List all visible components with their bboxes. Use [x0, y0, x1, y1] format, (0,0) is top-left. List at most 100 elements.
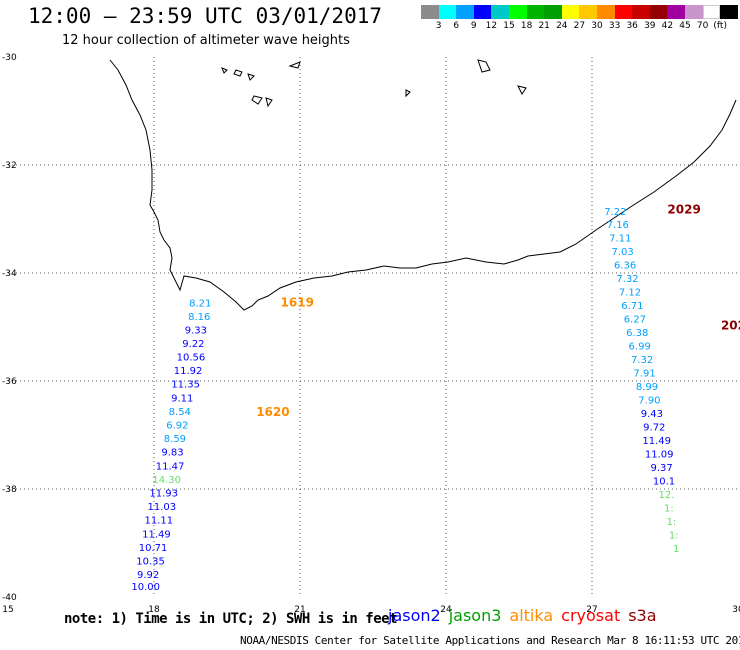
swh-value-label: 7.12	[619, 288, 641, 299]
satellite-legend-item: jason3	[448, 606, 502, 625]
scale-label: 9	[470, 21, 477, 31]
scale-label: 36	[626, 21, 638, 31]
scale-label: 6	[453, 21, 460, 31]
pass-time-label: 1620	[256, 405, 289, 419]
scale-swatch	[473, 5, 492, 19]
swh-value-label: 8.99	[636, 382, 658, 393]
satellite-legend-item: altika	[509, 606, 554, 625]
chart-subtitle: 12 hour collection of altimeter wave hei…	[62, 33, 350, 48]
footnote: note: 1) Time is in UTC; 2) SWH is in fe…	[64, 611, 398, 627]
scale-label: 3	[435, 21, 442, 31]
swh-value-label: 8.21	[189, 298, 211, 309]
scale-label: 21	[538, 21, 550, 31]
scale-swatch	[544, 5, 562, 19]
swh-value-label: 7.16	[607, 220, 629, 231]
swh-value-label: 1:	[664, 504, 674, 515]
swh-value-label: 6.99	[629, 342, 651, 353]
scale-swatch	[579, 5, 597, 19]
swh-value-label: 9.43	[641, 409, 663, 420]
x-tick-label: 15	[2, 605, 13, 615]
scale-swatch	[491, 5, 509, 19]
swh-value-label: 7.11	[609, 234, 631, 245]
swh-value-label: 8.16	[188, 312, 210, 323]
satellite-legend-item: s3a	[628, 606, 657, 625]
scale-swatch	[667, 5, 685, 19]
scale-swatch	[614, 5, 633, 19]
swh-value-label: 6.36	[614, 261, 636, 272]
scale-swatch	[561, 5, 580, 19]
swh-value-label: 9.33	[185, 325, 207, 336]
x-tick-label: 18	[148, 605, 160, 615]
coastline	[109, 59, 737, 311]
satellite-legend: jason2 jason3 altika cryosat s3a	[388, 606, 665, 625]
x-tick-label: 30	[732, 605, 740, 615]
satellite-legend-item: cryosat	[561, 606, 621, 625]
swh-value-label: 10.1	[653, 477, 675, 488]
scale-label: 27	[573, 21, 586, 31]
credit-line: NOAA/NESDIS Center for Satellite Applica…	[240, 634, 740, 647]
swh-value-label: 11.49	[642, 436, 671, 447]
swh-value-label: 11.93	[149, 489, 178, 500]
swh-value-label: 7.90	[638, 396, 660, 407]
scale-swatch	[421, 5, 439, 19]
scale-label: 15	[503, 21, 515, 31]
color-scale-bar	[421, 5, 738, 19]
scale-label: 42	[661, 21, 674, 31]
swh-value-label: 7.91	[633, 369, 655, 380]
swh-value-label: 9.11	[171, 394, 193, 405]
x-tick-label: 27	[586, 605, 597, 615]
y-tick-label: -30	[2, 53, 17, 63]
scale-label: 24	[556, 21, 568, 31]
scale-swatch	[456, 5, 474, 19]
scale-swatch	[720, 5, 738, 19]
scale-swatch	[526, 5, 545, 19]
island-5	[265, 97, 273, 108]
color-scale-labels: 3 6 9 12 15 18 21 24 27 30 33 36 39 42 45 70 (ft)	[421, 21, 740, 33]
swh-value-label: 9.22	[182, 339, 204, 350]
swh-value-label: 6.38	[626, 328, 648, 339]
scale-swatch	[438, 5, 457, 19]
scale-label: 12	[485, 21, 498, 31]
swh-value-label: 11.92	[174, 366, 203, 377]
chart-title: 12:00 – 23:59 UTC 03/01/2017	[28, 4, 383, 28]
scale-label: (ft)	[713, 21, 727, 31]
y-tick-label: -36	[2, 377, 17, 387]
south-africa-coastline	[109, 59, 737, 311]
island-4	[251, 95, 263, 105]
swh-value-label: 10.00	[131, 582, 160, 593]
swh-value-label: 11.47	[156, 462, 185, 473]
swh-value-label: 10.71	[139, 543, 168, 554]
island-3	[247, 73, 255, 81]
island-7	[405, 89, 411, 98]
scale-label: 18	[520, 21, 533, 31]
scale-swatch	[649, 5, 668, 19]
swh-value-label: 10.56	[177, 352, 206, 363]
grid-lines	[8, 57, 738, 597]
scale-label: 70	[696, 21, 709, 31]
pass-time-label: 2029	[667, 203, 700, 217]
scale-label: 33	[608, 21, 621, 31]
scale-swatch	[702, 5, 721, 19]
swh-value-label: 11.35	[171, 379, 200, 390]
swh-value-label: 9.37	[650, 463, 672, 474]
swh-value-label: 7.03	[612, 247, 634, 258]
scale-swatch	[684, 5, 703, 19]
swh-value-label: 11.03	[147, 502, 176, 513]
x-tick-label: 24	[440, 605, 452, 615]
swh-value-label: 8.59	[164, 434, 186, 445]
swh-value-label: 9.72	[643, 423, 665, 434]
pass-time-label: 202	[721, 319, 740, 333]
scale-label: 45	[679, 21, 691, 31]
island-2	[233, 69, 243, 77]
island-1	[221, 67, 228, 74]
swh-value-label: 9.92	[137, 570, 159, 581]
swh-value-label: 6.71	[621, 301, 643, 312]
swh-value-label: 11.11	[145, 516, 174, 527]
scale-label: 30	[591, 21, 603, 31]
swh-value-label: 6.92	[166, 421, 188, 432]
swh-value-label: 8.54	[169, 407, 191, 418]
swh-value-label: 14.30	[152, 475, 181, 486]
swh-value-label: 6.27	[624, 315, 646, 326]
swh-value-label: 1:	[666, 517, 676, 528]
